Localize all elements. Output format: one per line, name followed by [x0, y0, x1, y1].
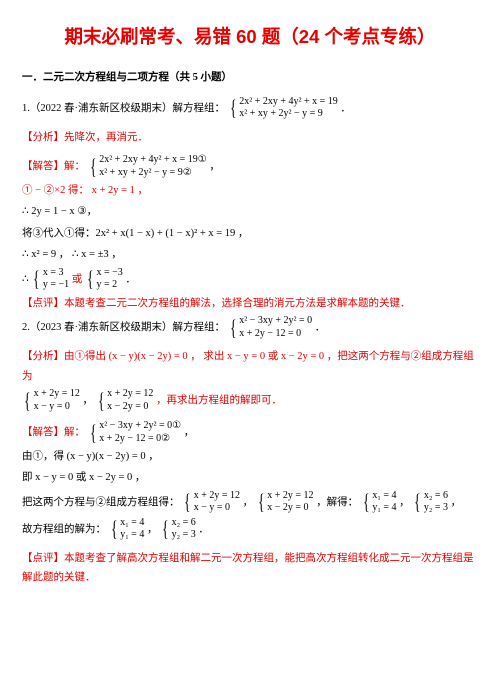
q1-stem-text: 1.（2022 春·浦东新区校级期末）解方程组：	[22, 103, 225, 114]
q1-eq2: x² + xy + 2y² − y = 9	[239, 108, 338, 121]
q2-stem-text: 2.（2023 春·浦东新区校级期末）解方程组：	[22, 322, 225, 333]
q1-comment: 【点评】本题考查二元二次方程组的解法，选择合理的消元方法是求解本题的关键．	[22, 294, 478, 313]
q1-step1: ① − ②×2 得： x + 2y = 1 ，	[22, 181, 478, 200]
q2-g2b: x − 2y = 0	[107, 401, 153, 414]
q1-seq1: 2x² + 2xy + 4y² + x = 19①	[99, 154, 207, 167]
q2-r1a: x₁ = 4	[372, 490, 396, 503]
q1-suffix: ．	[340, 103, 351, 114]
q1-ra2: y = −1	[43, 279, 69, 292]
q2-seq2: x + 2y − 12 = 0②	[99, 433, 181, 446]
q1-or: 或	[72, 274, 83, 285]
q2-step4: 故方程组的解为： { x₁ = 4 y₁ = 4 ， { x₂ = 6 y₂ =…	[22, 517, 478, 542]
q1-eq1: 2x² + 2xy + 4y² + x = 19	[239, 96, 338, 109]
q2-suffix: ．	[315, 322, 326, 333]
q1-rb1: x = −3	[96, 267, 122, 280]
q2-r2b: y₂ = 3	[424, 502, 448, 515]
q2-eq2: x + 2y − 12 = 0	[239, 328, 312, 341]
q2-step2: 即 x − y = 0 或 x − 2y = 0 ，	[22, 468, 478, 487]
q2-step3: 把这两个方程与②组成方程组得： { x + 2y = 12 x − y = 0 …	[22, 490, 478, 515]
q2-r1b: y₁ = 4	[372, 502, 396, 515]
q1-stem: 1.（2022 春·浦东新区校级期末）解方程组： { 2x² + 2xy + 4…	[22, 96, 478, 121]
q2-g1b: x − y = 0	[34, 401, 80, 414]
q1-solve-label: 【解答】解：	[22, 161, 85, 172]
q1-result: ∴ { x = 3 y = −1 或 { x = −3 y = 2 ．	[22, 267, 478, 292]
q2-analysis-a: 【分析】由①得出 (x − y)(x − 2y) = 0 ， 求出 x − y …	[22, 347, 478, 386]
q2-g2a: x + 2y = 12	[107, 388, 153, 401]
q2-system: { x² − 3xy + 2y² = 0 x + 2y − 12 = 0	[228, 315, 312, 340]
q1-system: { 2x² + 2xy + 4y² + x = 19 x² + xy + 2y²…	[228, 96, 338, 121]
page-title: 期末必刷常考、易错 60 题（24 个考点专练）	[22, 20, 478, 54]
q1-analysis: 【分析】先降次，再消元．	[22, 128, 478, 147]
q1-seq2: x² + xy + 2y² − y = 9②	[99, 167, 207, 180]
q1-step2: ∴ 2y = 1 − x ③，	[22, 202, 478, 221]
q1-solve: 【解答】解： { 2x² + 2xy + 4y² + x = 19① x² + …	[22, 154, 478, 179]
q2-step1: 由①，得 (x − y)(x − 2y) = 0 ，	[22, 447, 478, 466]
q1-rb2: y = 2	[96, 279, 122, 292]
q2-analysis-groups: { x + 2y = 12 x − y = 0 ， { x + 2y = 12 …	[22, 388, 478, 413]
q2-analysis-b: ，再求出方程组的解即可．	[156, 395, 282, 406]
q2-step3b: ，解得：	[316, 497, 358, 508]
q2-stem: 2.（2023 春·浦东新区校级期末）解方程组： { x² − 3xy + 2y…	[22, 315, 478, 340]
q1-ra1: x = 3	[43, 267, 69, 280]
section-heading: 一．二元二次方程组与二项方程（共 5 小题）	[22, 68, 478, 87]
q2-r2a: x₂ = 6	[424, 490, 448, 503]
q2-eq1: x² − 3xy + 2y² = 0	[239, 315, 312, 328]
q2-step3a: 把这两个方程与②组成方程组得：	[22, 497, 180, 508]
q2-seq1: x² − 3xy + 2y² = 0①	[99, 420, 181, 433]
q1-solve-system: { 2x² + 2xy + 4y² + x = 19① x² + xy + 2y…	[88, 154, 207, 179]
q2-comment: 【点评】本题考查了解高次方程组和解二元一次方程组，能把高次方程组转化成二元一次方…	[22, 549, 478, 588]
q1-step3: 将③代入①得：2x² + x(1 − x) + (1 − x)² + x = 1…	[22, 224, 478, 243]
q2-g1a: x + 2y = 12	[34, 388, 80, 401]
q2-solve: 【解答】解： { x² − 3xy + 2y² = 0① x + 2y − 12…	[22, 420, 478, 445]
q1-step4: ∴ x² = 9 ， ∴ x = ±3 ，	[22, 245, 478, 264]
q2-solve-label: 【解答】解：	[22, 427, 85, 438]
